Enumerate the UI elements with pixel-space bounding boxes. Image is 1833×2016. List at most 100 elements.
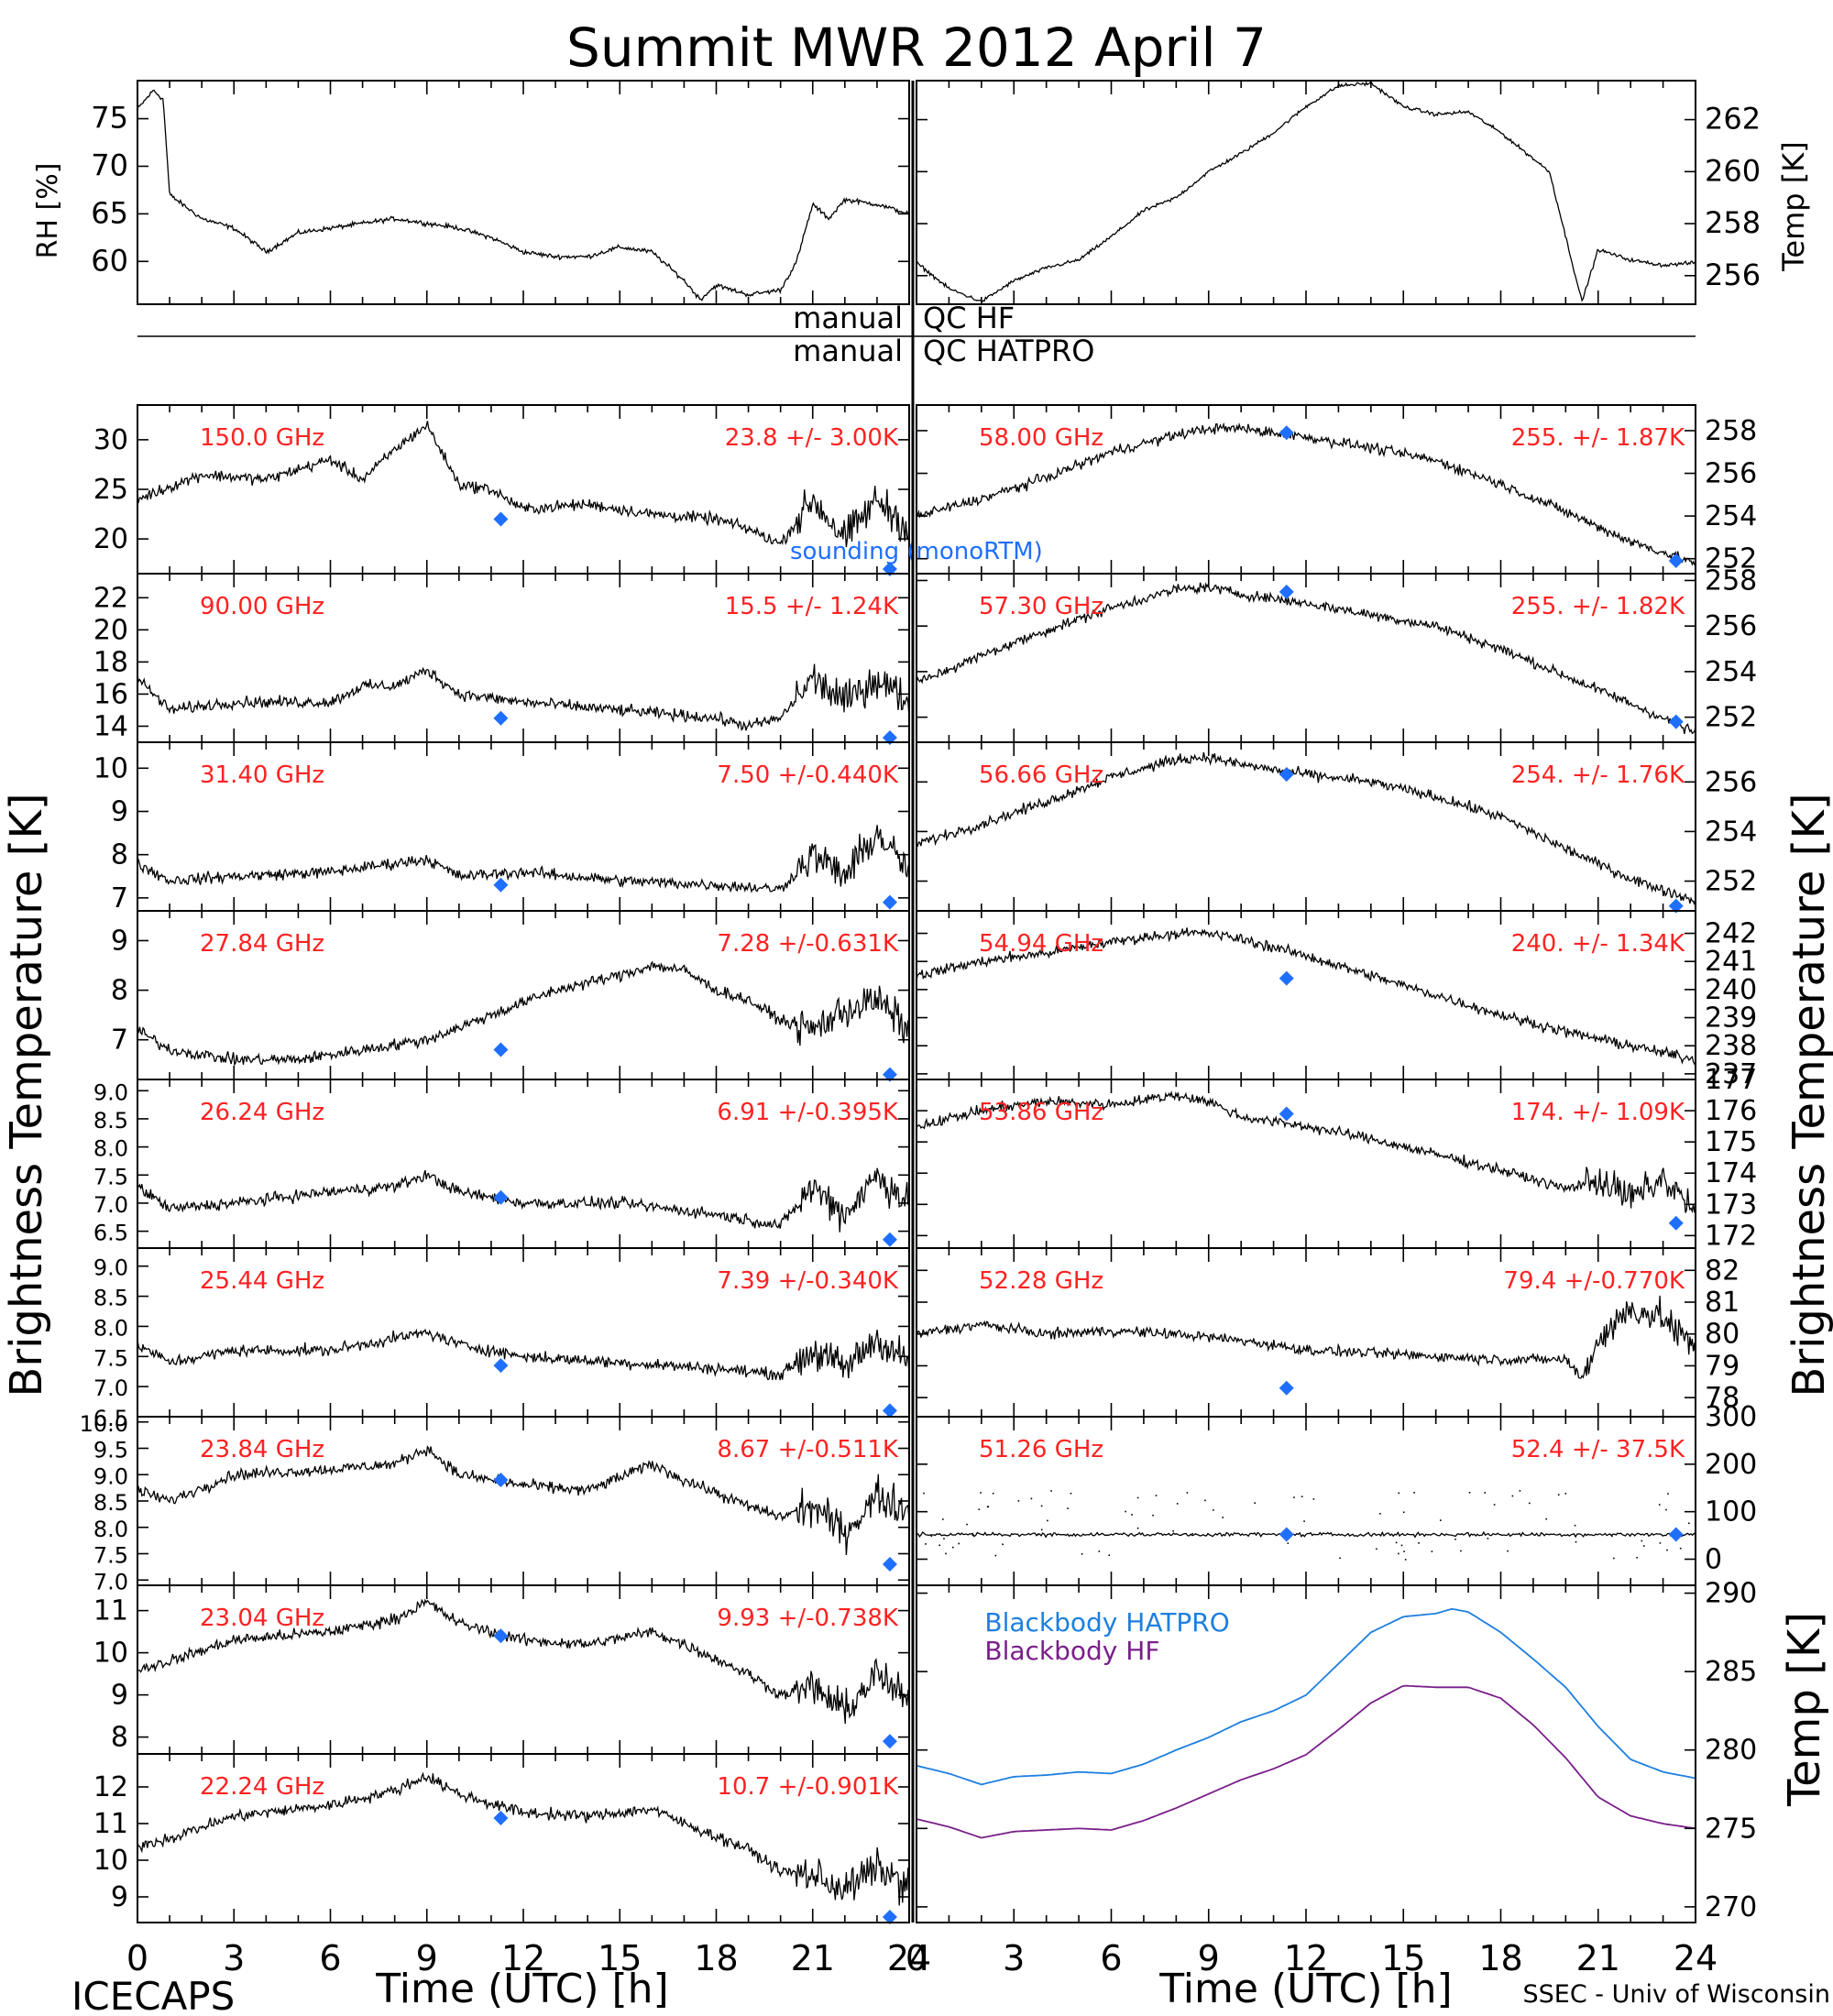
bt-right-axis-label: Brightness Temperature [K] (1784, 793, 1833, 1397)
channel-frequency-label: 31.40 GHz (200, 761, 324, 789)
y-tick-label: 7.5 (93, 1164, 128, 1189)
sounding-point (493, 877, 509, 893)
outlier-point (1400, 1544, 1403, 1547)
y-tick-label: 8.0 (93, 1315, 128, 1341)
sounding-point (1668, 714, 1684, 729)
outlier-point (1125, 1510, 1126, 1513)
y-tick-label: 7 (111, 882, 128, 915)
bt-left-axis-label: Brightness Temperature [K] (1, 793, 52, 1397)
trace-ch-23.84 (137, 1445, 910, 1556)
channel-frequency-label: 23.84 GHz (200, 1436, 324, 1463)
trace-ch-51.26 (916, 1530, 1696, 1539)
channel-frequency-label: 90.00 GHz (200, 593, 324, 620)
outlier-point (1665, 1508, 1667, 1511)
outlier-point (1519, 1490, 1521, 1492)
y-tick-label: 172 (1705, 1220, 1757, 1252)
panel-ch-23.84: 7.07.58.08.59.09.510.0 23.84 GHz 8.67 +/-0… (80, 1411, 910, 1594)
outlier-point (1155, 1495, 1158, 1496)
outlier-point (1186, 1492, 1189, 1494)
panel-ch-26.24: 6.5 7.0 7.58.08.5 9.0 26.24 GHz 6.91 +/-0.395… (93, 1079, 910, 1249)
x-tick-label-left: 15 (598, 1938, 642, 1978)
x-tick-label-right: 24 (1674, 1938, 1718, 1978)
x-tick-label-left: 12 (501, 1938, 545, 1978)
y-tick-label: 60 (91, 243, 128, 278)
outlier-point (1040, 1528, 1043, 1531)
panel-ch-31.40: 7 8 9 10 31.40 GHz 7.50 +/-0.440K (93, 741, 910, 915)
y-tick-label: 239 (1705, 1003, 1757, 1035)
y-tick-label: 25 (93, 474, 128, 506)
outlier-point (1312, 1498, 1315, 1500)
outlier-point (1454, 1538, 1456, 1540)
channel-frequency-label: 23.04 GHz (200, 1605, 324, 1632)
y-tick-label: 7 (111, 1024, 128, 1057)
outlier-point (1376, 1548, 1377, 1550)
channel-frequency-label: 58.00 GHz (979, 424, 1103, 452)
sounding-point (493, 710, 509, 726)
outlier-point (1574, 1524, 1576, 1527)
sounding-point (1279, 970, 1294, 986)
y-tick-label: 8.5 (93, 1490, 128, 1516)
y-tick-label: 14 (93, 710, 128, 742)
outlier-point (1679, 1547, 1682, 1550)
y-tick-label: 238 (1705, 1030, 1757, 1062)
plot-frame (137, 80, 910, 305)
sounding-point (1279, 1527, 1294, 1542)
channel-frequency-label: 22.24 GHz (200, 1773, 324, 1801)
sounding-point (1279, 1106, 1294, 1122)
y-tick-label: 270 (1705, 1891, 1757, 1923)
outlier-point (1379, 1513, 1381, 1515)
y-tick-label: 173 (1705, 1189, 1757, 1221)
y-tick-label: 260 (1705, 153, 1761, 188)
sounding-point (1668, 898, 1684, 914)
y-tick-label: 10 (93, 1845, 128, 1877)
outlier-point (952, 1546, 954, 1549)
channel-stats-label: 9.93 +/-0.738K (717, 1605, 899, 1632)
outlier-point (1641, 1539, 1643, 1542)
y-tick-label: 9 (111, 1881, 128, 1913)
x-tick-label-right: 6 (1100, 1938, 1122, 1978)
outlier-point (1047, 1519, 1048, 1522)
outlier-point (1403, 1550, 1405, 1552)
panel-temp: 256 258 260 262 (916, 80, 1761, 305)
y-tick-label: 9.0 (93, 1463, 128, 1489)
trace-ch-90.00 (137, 663, 910, 731)
y-tick-label: 80 (1705, 1319, 1740, 1351)
outlier-point (1636, 1557, 1638, 1559)
outlier-point (1575, 1540, 1577, 1543)
y-tick-label: 256 (1705, 257, 1761, 292)
outlier-point (1460, 1550, 1462, 1552)
footer-icecaps: ICECAPS (71, 1974, 235, 2016)
channel-stats-label: 7.28 +/-0.631K (717, 930, 899, 958)
outlier-point (1667, 1493, 1669, 1495)
outlier-point (1136, 1496, 1139, 1499)
outlier-point (1070, 1492, 1072, 1495)
sounding-point (493, 1042, 509, 1057)
sounding-point (493, 1628, 509, 1644)
outlier-point (1545, 1517, 1547, 1520)
outlier-point (1213, 1509, 1214, 1511)
y-tick-label: 252 (1705, 702, 1757, 734)
channel-stats-label: 174. +/- 1.09K (1511, 1099, 1685, 1126)
outlier-point (1557, 1494, 1560, 1496)
y-tick-label: 8.0 (93, 1136, 128, 1162)
outlier-point (978, 1508, 981, 1510)
outlier-point (1067, 1507, 1069, 1509)
channel-stats-label: 255. +/- 1.87K (1511, 424, 1685, 452)
sounding-point (1668, 553, 1684, 569)
y-tick-label: 200 (1705, 1449, 1757, 1481)
outlier-point (1152, 1514, 1154, 1517)
outlier-point (1507, 1550, 1509, 1552)
x-tick-label-left: 21 (791, 1938, 835, 1978)
trace-ch-58.00 (916, 422, 1696, 566)
outlier-point (1191, 1532, 1193, 1535)
y-tick-label: 254 (1705, 656, 1757, 688)
outlier-point (1050, 1490, 1052, 1492)
outlier-point (1511, 1495, 1514, 1497)
outlier-point (1395, 1541, 1398, 1544)
y-tick-label: 78 (1705, 1382, 1740, 1414)
outlier-point (1402, 1511, 1405, 1514)
